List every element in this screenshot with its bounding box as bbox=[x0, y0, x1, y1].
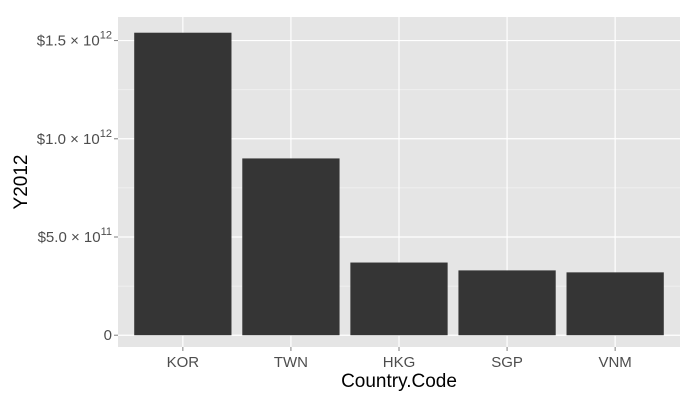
y-tick-label: 0 bbox=[104, 327, 112, 344]
y-tick-label: $5.0 × 1011 bbox=[38, 226, 112, 246]
y-axis-title: Y2012 bbox=[11, 155, 32, 210]
bar-hkg bbox=[350, 262, 448, 336]
x-tick-label: VNM bbox=[598, 354, 631, 371]
x-tick-label: HKG bbox=[383, 354, 416, 371]
bar-sgp bbox=[458, 270, 556, 336]
x-tick-label: KOR bbox=[167, 354, 200, 371]
x-tick-label: TWN bbox=[274, 354, 308, 371]
bars bbox=[134, 32, 664, 336]
x-axis-title: Country.Code bbox=[341, 371, 457, 392]
y-axis: 0 $5.0 × 1011 $1.0 × 1012 $1.5 × 1012 bbox=[37, 30, 118, 344]
bar-kor bbox=[134, 32, 232, 336]
x-tick-label: SGP bbox=[491, 354, 523, 371]
y-tick-label: $1.0 × 1012 bbox=[37, 128, 112, 148]
bar-twn bbox=[242, 158, 340, 336]
x-axis: KOR TWN HKG SGP VNM bbox=[167, 347, 632, 371]
bar-vnm bbox=[566, 272, 664, 336]
y-tick-label: $1.5 × 1012 bbox=[37, 30, 112, 50]
